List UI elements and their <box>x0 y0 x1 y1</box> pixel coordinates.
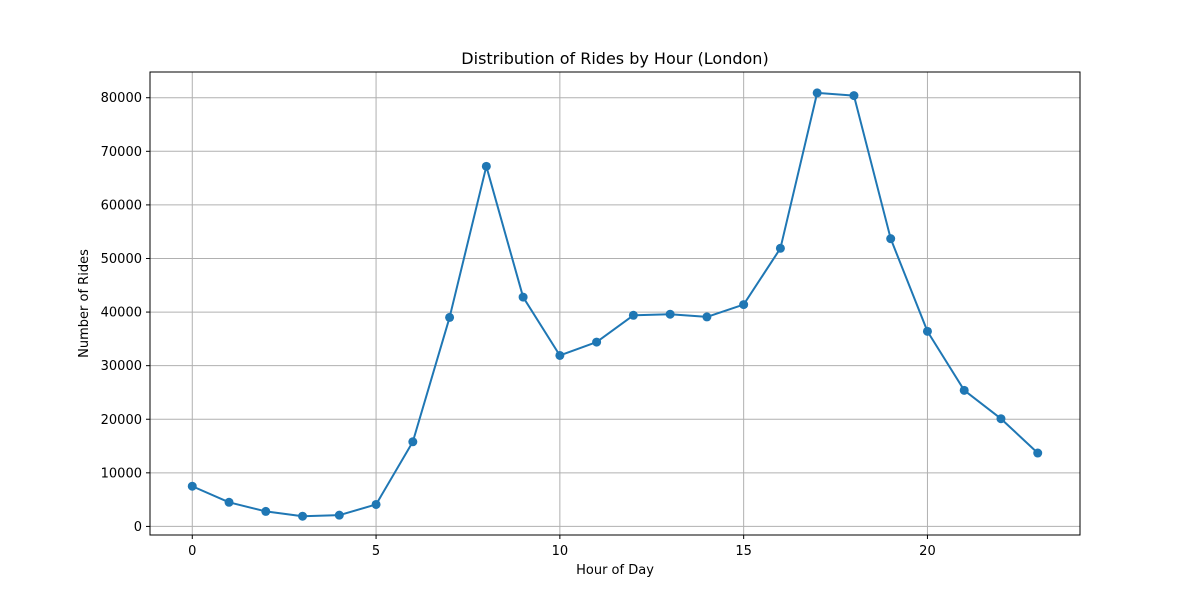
data-point <box>555 350 565 360</box>
x-tick-label: 10 <box>552 544 569 559</box>
y-tick-label: 50000 <box>101 252 142 267</box>
data-point <box>187 481 197 491</box>
data-point <box>849 91 859 101</box>
data-point <box>298 511 308 521</box>
data-point <box>518 292 528 302</box>
data-point <box>812 88 822 98</box>
y-tick-label: 60000 <box>101 198 142 213</box>
data-point <box>371 499 381 509</box>
data-point <box>1033 448 1043 458</box>
data-point <box>224 497 234 507</box>
data-point <box>922 326 932 336</box>
y-tick-label: 70000 <box>101 145 142 160</box>
x-tick-label: 20 <box>919 544 936 559</box>
data-point <box>628 310 638 320</box>
y-axis-ticks: 0 10000 20000 30000 40000 50000 60000 70000 8000… <box>101 91 150 535</box>
x-tick-label: 5 <box>372 544 380 559</box>
data-point <box>886 234 896 244</box>
plot-frame <box>149 71 1081 536</box>
x-tick-label: 15 <box>735 544 752 559</box>
data-point <box>334 510 344 520</box>
x-axis-label: Hour of Day <box>576 563 654 578</box>
data-point <box>702 312 712 322</box>
x-axis-ticks: 0 5 10 15 20 <box>188 535 936 559</box>
chart-title: Distribution of Rides by Hour (London) <box>461 49 768 68</box>
y-tick-label: 20000 <box>101 413 142 428</box>
y-tick-label: 30000 <box>101 359 142 374</box>
data-point <box>959 385 969 395</box>
data-point <box>775 243 785 253</box>
data-point <box>408 437 418 447</box>
data-point <box>261 506 271 516</box>
y-axis-label: Number of Rides <box>77 249 92 358</box>
data-point <box>592 337 602 347</box>
data-point <box>665 309 675 319</box>
data-point <box>996 414 1006 424</box>
y-tick-label: 40000 <box>101 306 142 321</box>
grid <box>150 72 1080 535</box>
data-point <box>739 300 749 310</box>
y-tick-label: 0 <box>134 520 142 535</box>
series-layer <box>187 88 1043 521</box>
x-tick-label: 0 <box>188 544 196 559</box>
y-tick-label: 10000 <box>101 466 142 481</box>
y-tick-label: 80000 <box>101 91 142 106</box>
data-point <box>445 312 455 322</box>
series-line <box>191 91 1039 518</box>
data-point <box>481 161 491 171</box>
